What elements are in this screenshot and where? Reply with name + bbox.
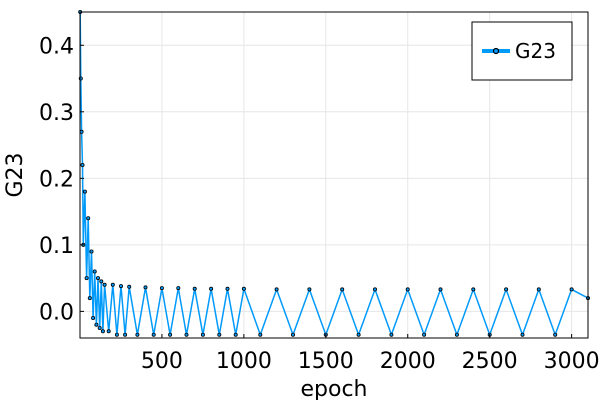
data-point [569, 287, 574, 292]
data-point [92, 269, 97, 274]
y-axis-ticks: 0.0 0.1 0.2 0.3 0.4 [39, 34, 84, 325]
data-point [99, 279, 104, 284]
data-point [233, 332, 238, 337]
data-point [102, 282, 107, 287]
data-point [356, 332, 361, 337]
data-point [553, 332, 558, 337]
data-point [258, 332, 263, 337]
data-point [97, 325, 102, 330]
data-point [106, 329, 111, 334]
data-point [307, 287, 312, 292]
data-point [372, 287, 377, 292]
x-tick-label: 3000 [544, 349, 600, 374]
x-tick-label: 2500 [462, 349, 518, 374]
y-tick-label: 0.1 [39, 234, 74, 259]
data-point [94, 322, 99, 327]
data-point [389, 332, 394, 337]
data-point [82, 189, 87, 194]
data-point [454, 332, 459, 337]
data-point [438, 287, 443, 292]
x-tick-label: 2000 [380, 349, 436, 374]
data-point [89, 249, 94, 254]
data-point [217, 332, 222, 337]
data-point [340, 287, 345, 292]
data-point [184, 332, 189, 337]
data-point [100, 329, 105, 334]
data-point [241, 286, 246, 291]
data-point [127, 284, 132, 289]
data-point [209, 286, 214, 291]
data-point [159, 286, 164, 291]
data-point [114, 332, 119, 337]
data-point [168, 332, 173, 337]
y-tick-label: 0.2 [39, 167, 74, 192]
data-point [84, 276, 89, 281]
data-point [290, 332, 295, 337]
data-point [80, 162, 85, 167]
data-point [274, 287, 279, 292]
data-point [110, 282, 115, 287]
data-point [151, 332, 156, 337]
data-point [405, 287, 410, 292]
x-axis-ticks: 500 1000 1500 2000 2500 3000 [141, 334, 600, 374]
data-point [87, 296, 92, 301]
data-point [504, 287, 509, 292]
y-tick-label: 0.4 [39, 34, 74, 59]
data-point [91, 315, 96, 320]
x-axis-label: epoch [301, 377, 368, 400]
data-point [135, 332, 140, 337]
y-tick-label: 0.0 [39, 300, 74, 325]
data-point [536, 287, 541, 292]
data-point [119, 284, 124, 289]
data-point [96, 276, 101, 281]
data-point [192, 286, 197, 291]
legend-label-g23: G23 [515, 39, 556, 63]
x-tick-label: 500 [141, 349, 183, 374]
data-point [143, 285, 148, 290]
series-g23 [78, 9, 591, 337]
legend: G23 [471, 21, 573, 81]
x-tick-label: 1000 [216, 349, 272, 374]
y-tick-label: 0.3 [39, 101, 74, 126]
y-axis-label: G23 [3, 152, 28, 197]
x-tick-label: 1500 [298, 349, 354, 374]
data-point [86, 216, 91, 221]
legend-marker-swatch [492, 47, 500, 55]
data-point [123, 332, 128, 337]
data-point [225, 286, 230, 291]
data-point [200, 332, 205, 337]
plot-frame [79, 11, 589, 339]
data-point [471, 287, 476, 292]
data-point [520, 332, 525, 337]
data-point [176, 286, 181, 291]
data-point [422, 332, 427, 337]
